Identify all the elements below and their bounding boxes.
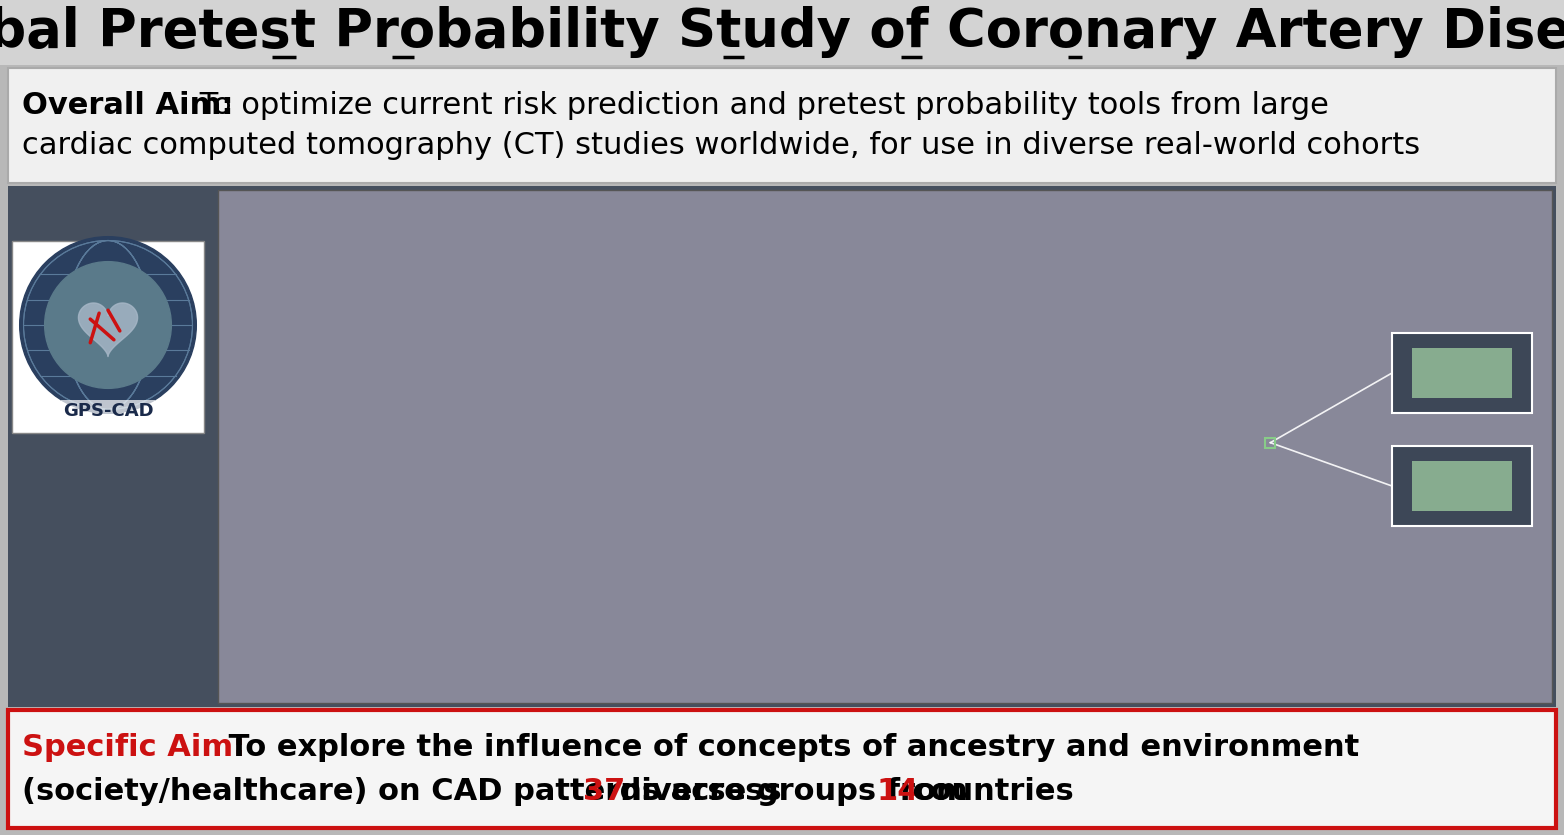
Bar <box>1392 333 1533 413</box>
Text: Specific Aim:: Specific Aim: <box>22 733 246 762</box>
Bar <box>8 68 1556 183</box>
Bar <box>1412 461 1512 511</box>
Bar <box>0 0 1564 65</box>
Text: cardiac computed tomography (CT) studies worldwide, for use in diverse real-worl: cardiac computed tomography (CT) studies… <box>22 131 1420 160</box>
Text: (society/healthcare) on CAD patterns across: (society/healthcare) on CAD patterns acr… <box>22 777 793 807</box>
Circle shape <box>20 236 197 413</box>
Polygon shape <box>78 303 138 357</box>
Circle shape <box>45 261 172 388</box>
Text: diverse groups from: diverse groups from <box>608 777 978 807</box>
Bar <box>8 710 1556 828</box>
Text: Global Pretest Probability Study of Coronary Artery Disease: Global Pretest Probability Study of Coro… <box>0 7 1564 58</box>
Bar <box>8 186 1556 707</box>
Bar <box>217 190 1551 703</box>
Text: 37: 37 <box>583 777 626 807</box>
Bar <box>1412 348 1512 398</box>
Bar <box>217 190 1551 703</box>
Bar <box>217 190 1551 703</box>
Text: To optimize current risk prediction and pretest probability tools from large: To optimize current risk prediction and … <box>189 92 1329 120</box>
Text: 14: 14 <box>877 777 920 807</box>
Text: Overall Aim:: Overall Aim: <box>22 92 233 120</box>
Bar <box>1392 446 1533 526</box>
Text: countries: countries <box>902 777 1074 807</box>
Text: GPS-CAD: GPS-CAD <box>63 402 153 420</box>
Text: To explore the influence of concepts of ancestry and environment: To explore the influence of concepts of … <box>217 733 1359 762</box>
Bar <box>1265 438 1275 448</box>
Bar <box>13 241 203 433</box>
